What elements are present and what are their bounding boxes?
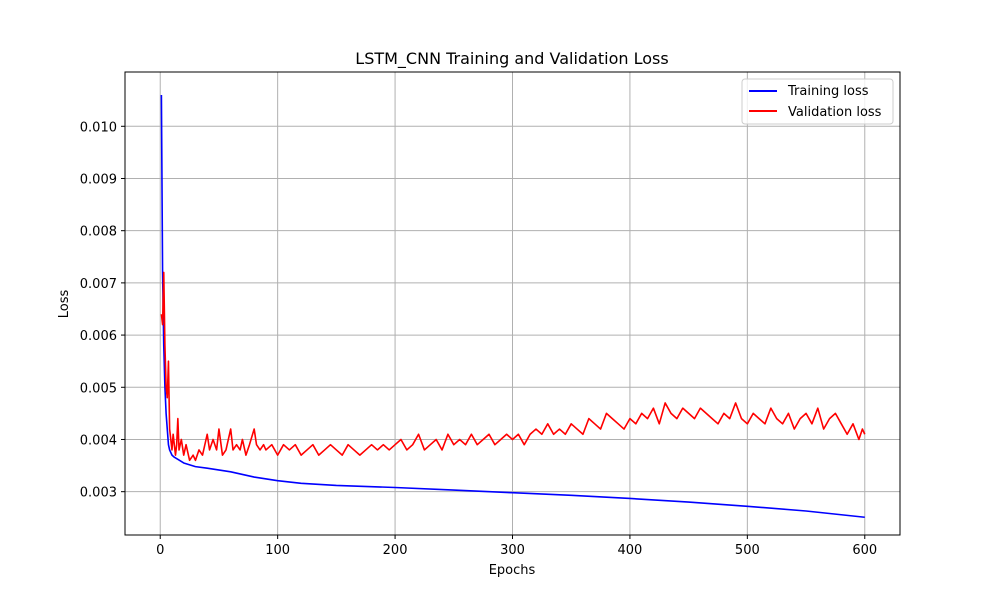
series-lines: [160, 94, 866, 519]
x-tick-label: 300: [500, 543, 525, 558]
y-tick-label: 0.009: [80, 172, 117, 187]
y-tick-label: 0.006: [80, 329, 117, 344]
y-axis-ticks: 0.003 0.004 0.005 0.006 0.007 0.008 0.009 0.010: [80, 120, 125, 501]
x-tick-label: 400: [618, 543, 643, 558]
legend-label-training: Training loss: [787, 84, 869, 99]
validation-loss-line: [160, 271, 866, 462]
x-tick-label: 600: [852, 543, 877, 558]
legend-box: [741, 78, 894, 125]
x-tick-label: 500: [735, 543, 760, 558]
legend: Training loss Validation loss: [741, 78, 894, 125]
y-tick-label: 0.008: [80, 225, 117, 240]
chart-title: LSTM_CNN Training and Validation Loss: [355, 49, 668, 69]
y-axis-label: Loss: [57, 290, 72, 319]
x-axis-label: Epochs: [489, 563, 536, 578]
y-tick-label: 0.004: [80, 433, 117, 448]
y-tick-label: 0.005: [80, 381, 117, 396]
y-tick-label: 0.010: [80, 120, 117, 135]
x-tick-label: 100: [265, 543, 290, 558]
grid: [125, 72, 900, 535]
y-tick-label: 0.003: [80, 486, 117, 501]
x-tick-label: 200: [383, 543, 408, 558]
x-tick-label: 0: [156, 543, 164, 558]
training-loss-line: [160, 94, 865, 519]
x-axis-ticks: 0 100 200 300 400 500 600: [156, 535, 877, 558]
legend-label-validation: Validation loss: [788, 105, 882, 120]
y-tick-label: 0.007: [80, 277, 117, 292]
